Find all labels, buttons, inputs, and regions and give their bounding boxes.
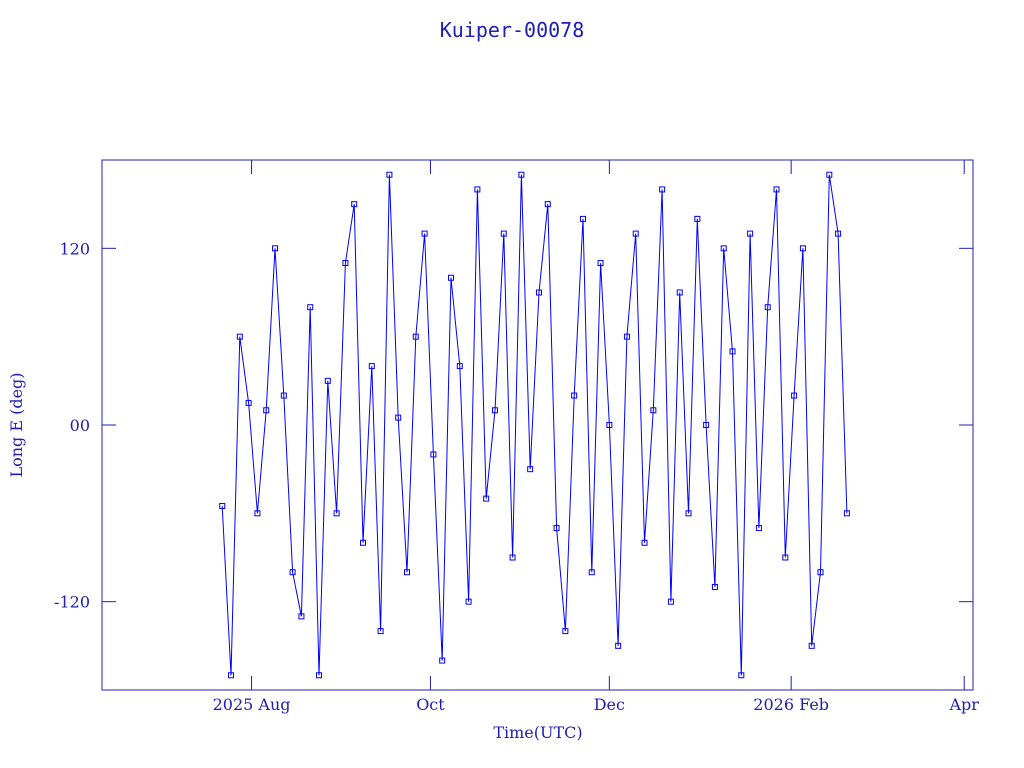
data-point — [720, 245, 727, 252]
data-point — [676, 289, 683, 296]
data-point — [817, 569, 824, 576]
data-point — [729, 348, 736, 355]
data-point — [272, 245, 279, 252]
data-point — [535, 289, 542, 296]
data-point — [632, 230, 639, 237]
x-tick-label: 2026 Feb — [753, 695, 829, 714]
data-point — [491, 407, 498, 414]
y-axis-label: Long E (deg) — [7, 372, 26, 477]
data-point — [280, 392, 287, 399]
data-point — [826, 171, 833, 178]
data-point — [659, 186, 666, 193]
data-point — [764, 304, 771, 311]
data-point — [518, 171, 525, 178]
data-point — [703, 422, 710, 428]
data-point — [799, 245, 806, 252]
data-point — [685, 510, 692, 517]
data-point — [439, 657, 446, 664]
chart-title: Kuiper-00078 — [440, 18, 585, 42]
data-line — [221, 174, 848, 676]
data-point — [289, 569, 296, 576]
data-point — [782, 554, 789, 561]
data-point — [386, 171, 393, 178]
y-tick-label: 00 — [70, 416, 90, 435]
data-point — [597, 260, 604, 267]
data-point — [333, 510, 340, 517]
data-point — [447, 274, 454, 281]
data-point — [342, 260, 349, 267]
data-point — [228, 672, 235, 679]
data-point — [403, 569, 410, 576]
data-point — [245, 399, 252, 406]
data-point — [738, 672, 745, 679]
data-point — [360, 539, 367, 546]
data-point — [562, 628, 569, 635]
data-point — [747, 230, 754, 237]
data-point — [483, 495, 490, 502]
data-point — [791, 392, 798, 399]
data-point — [694, 215, 701, 222]
data-point — [615, 642, 622, 649]
data-point — [509, 554, 516, 561]
x-tick-label: 2025 Aug — [213, 695, 291, 714]
data-point — [395, 414, 402, 421]
data-point — [667, 598, 674, 605]
data-point — [650, 407, 657, 414]
x-tick-label: Apr — [948, 695, 979, 714]
data-point — [263, 407, 270, 414]
data-point — [474, 186, 481, 193]
data-point — [412, 333, 419, 340]
data-point — [527, 466, 534, 473]
data-point — [571, 392, 578, 399]
y-tick-label: -120 — [54, 593, 90, 612]
data-point — [579, 215, 586, 222]
x-tick-label: Dec — [594, 695, 625, 714]
data-point — [465, 598, 472, 605]
data-point — [835, 230, 842, 237]
data-point — [641, 539, 648, 546]
data-point — [544, 201, 551, 208]
data-point — [254, 510, 261, 517]
data-point — [421, 230, 428, 237]
x-axis-label: Time(UTC) — [493, 723, 582, 742]
data-point — [236, 333, 243, 340]
data-point — [711, 583, 718, 590]
data-point — [606, 422, 613, 428]
data-point — [316, 672, 323, 679]
data-point — [773, 186, 780, 193]
data-point — [351, 201, 358, 208]
data-point — [755, 525, 762, 532]
data-point — [219, 502, 226, 509]
data-point — [377, 628, 384, 635]
data-point — [368, 363, 375, 370]
data-point — [500, 230, 507, 237]
data-point — [456, 363, 463, 370]
x-tick-label: Oct — [416, 695, 445, 714]
data-point — [430, 451, 437, 458]
data-point — [843, 510, 850, 517]
data-point — [298, 613, 305, 620]
data-point — [307, 304, 314, 311]
data-point — [553, 525, 560, 532]
y-tick-label: 120 — [59, 239, 90, 258]
data-point — [324, 377, 331, 384]
data-point — [808, 642, 815, 649]
data-point — [623, 333, 630, 340]
data-point — [588, 569, 595, 576]
